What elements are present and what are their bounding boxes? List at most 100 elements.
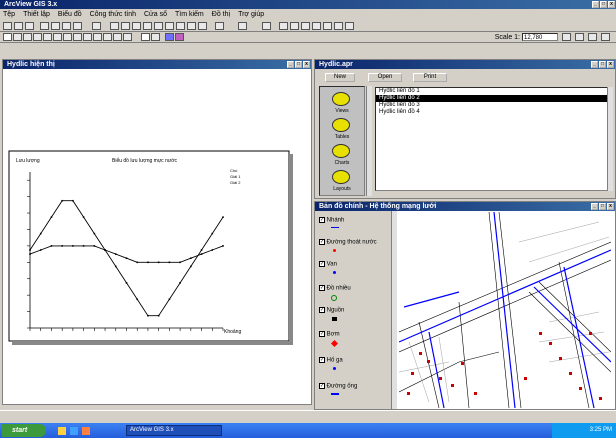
pointer-icon[interactable] [3,33,12,41]
quicklaunch-icon[interactable] [58,427,66,435]
flag-icon[interactable] [151,33,160,41]
checkbox-checked-icon[interactable]: ✓ [319,261,325,267]
scale-input[interactable]: 12,780 [522,33,558,41]
doc-panel-scrollbar[interactable] [366,86,372,196]
draw-icon[interactable] [83,33,92,41]
close-icon[interactable]: x [303,61,310,68]
globe-icon[interactable] [165,33,174,41]
map-icon[interactable] [334,22,343,30]
buffer-icon[interactable] [113,33,122,41]
checkbox-checked-icon[interactable]: ✓ [319,239,325,245]
extent-icon[interactable] [588,33,597,41]
layer-item[interactable]: ✓ Van [319,261,391,274]
charts-icon[interactable] [332,144,350,158]
views-icon[interactable] [332,92,350,106]
measure-icon[interactable] [43,33,52,41]
legend-icon[interactable] [312,22,321,30]
identify-icon[interactable] [13,33,22,41]
network-icon[interactable] [141,33,150,41]
minimize-icon[interactable]: _ [591,61,598,68]
doc-list-item-selected[interactable]: Hydlic liên đồ 2 [376,95,610,102]
doc-list-item[interactable]: Hydlic liên đồ 3 [379,102,420,108]
taskbar-task-button[interactable]: ArcView GIS 3.x [126,425,222,436]
map-canvas[interactable] [399,212,611,408]
table-icon[interactable] [301,22,310,30]
print-icon[interactable] [25,22,34,30]
select-graphic-icon[interactable] [93,33,102,41]
layout-icon[interactable] [279,22,288,30]
theme-icon[interactable] [323,22,332,30]
refresh-icon[interactable] [601,33,610,41]
checkbox-checked-icon[interactable]: ✓ [319,217,325,223]
minimize-icon[interactable]: _ [287,61,294,68]
color-icon[interactable] [175,33,184,41]
menu-item-formula[interactable]: Công thức tính [89,11,136,18]
menu-item-graph[interactable]: Đồ thị [211,11,231,18]
layer-item[interactable]: ✓ Đường ống [319,383,391,395]
find-icon[interactable] [92,22,101,30]
menu-item-file[interactable]: Tệp [3,11,16,18]
save-icon[interactable] [14,22,23,30]
checkbox-checked-icon[interactable]: ✓ [319,357,325,363]
area-icon[interactable] [123,33,132,41]
menu-item-help[interactable]: Trợ giúp [238,11,265,18]
coords-icon[interactable] [575,33,584,41]
layer-item[interactable]: ✓ Đường thoát nước [319,239,391,252]
query-icon[interactable] [215,22,224,30]
menu-item-window[interactable]: Cửa sổ [144,11,167,18]
zoom-out-icon[interactable] [154,22,163,30]
quicklaunch-icon[interactable] [82,427,90,435]
doc-list-scrollbar[interactable] [607,87,613,191]
zoom-layer-icon[interactable] [121,22,130,30]
open-button[interactable]: Open [368,73,402,82]
layer-item[interactable]: ✓ Đồ nhiều [319,285,391,301]
checkbox-checked-icon[interactable]: ✓ [319,307,325,313]
doc-list-item[interactable]: Hydlic liên đồ 1 [379,88,420,94]
menu-item-setup[interactable]: Thiết lập [23,11,50,18]
chart-icon[interactable] [262,22,271,30]
doc-type-tables[interactable]: Tables [334,134,350,140]
maximize-icon[interactable]: □ [295,61,302,68]
close-icon[interactable]: x [607,61,614,68]
print-button[interactable]: Print [413,73,447,82]
quicklaunch-icon[interactable] [70,427,78,435]
pan-icon[interactable] [23,33,32,41]
new-button[interactable]: New [325,73,355,82]
layer-item[interactable]: ✓ Bơm [319,331,391,347]
zoom-in-icon[interactable] [143,22,152,30]
text-icon[interactable] [73,33,82,41]
select-feature-icon[interactable] [176,22,185,30]
units-icon[interactable] [562,33,571,41]
layer-item[interactable]: ✓ Nhánh [319,217,391,228]
menu-item-chart[interactable]: Biểu đồ [57,11,82,18]
menu-item-search[interactable]: Tìm kiếm [174,11,204,18]
paste-icon[interactable] [62,22,71,30]
snap-icon[interactable] [103,33,112,41]
select-all-icon[interactable] [187,22,196,30]
zoom-selected-icon[interactable] [132,22,141,30]
hotlink-icon[interactable] [53,33,62,41]
minimize-icon[interactable]: _ [592,1,599,8]
script-icon[interactable] [290,22,299,30]
close-icon[interactable]: x [607,203,614,210]
maximize-icon[interactable]: □ [599,203,606,210]
help-icon[interactable] [345,22,354,30]
doc-type-charts[interactable]: Charts [334,160,350,166]
layer-item[interactable]: ✓ Hố ga [319,357,391,370]
zoom-previous-icon[interactable] [165,22,174,30]
maximize-icon[interactable]: □ [599,61,606,68]
close-icon[interactable]: x [608,1,615,8]
doc-list-item[interactable]: Hydlic liên đồ 4 [379,109,420,115]
start-button[interactable]: start [2,424,46,437]
label-icon[interactable] [63,33,72,41]
new-icon[interactable] [3,22,12,30]
tables-icon[interactable] [332,118,350,132]
layer-item[interactable]: ✓ Nguồn [319,307,391,321]
doc-type-views[interactable]: Views [335,108,349,114]
copy-icon[interactable] [51,22,60,30]
checkbox-checked-icon[interactable]: ✓ [319,331,325,337]
toc-scrollbar[interactable] [391,211,397,409]
checkbox-checked-icon[interactable]: ✓ [319,383,325,389]
clear-selection-icon[interactable] [198,22,207,30]
doc-type-layouts[interactable]: Layouts [333,186,351,192]
